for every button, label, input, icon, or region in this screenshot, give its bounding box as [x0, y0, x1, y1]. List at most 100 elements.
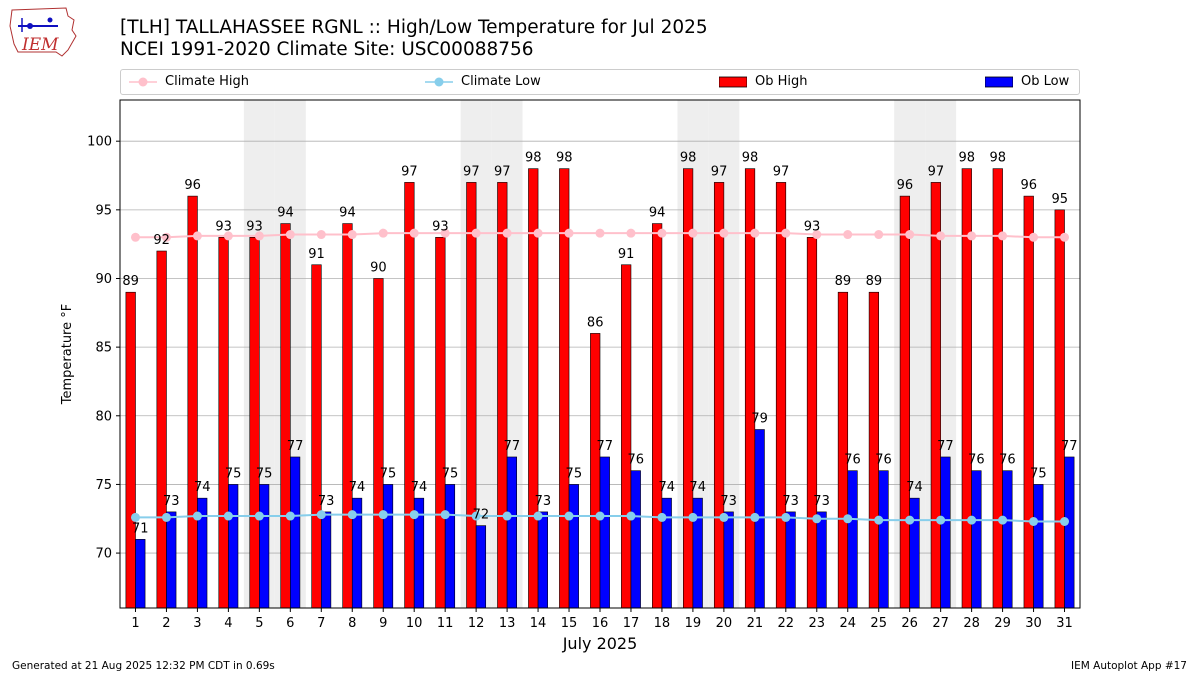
x-tick-label: 13 — [499, 616, 516, 631]
ob-high-label: 96 — [1020, 178, 1037, 193]
ob-high-label: 98 — [959, 151, 976, 166]
ob-low-bar — [228, 484, 239, 609]
ob-low-bar — [166, 511, 177, 609]
climate-low-point — [502, 511, 512, 521]
x-tick-label: 11 — [437, 616, 454, 631]
x-tick-label: 8 — [348, 616, 356, 631]
ob-low-bar — [382, 484, 394, 609]
y-tick-label: 75 — [95, 478, 112, 493]
ob-low-bar — [723, 511, 734, 609]
ob-low-bar — [630, 470, 641, 609]
climate-high-point — [812, 230, 822, 240]
ob-low-bar — [909, 497, 920, 609]
y-tick-label: 70 — [95, 547, 112, 562]
x-tick-label: 1 — [131, 616, 139, 631]
ob-high-label: 90 — [370, 260, 387, 275]
climate-high-point — [657, 228, 667, 238]
x-tick-label: 20 — [716, 616, 733, 631]
title-line-2: NCEI 1991-2020 Climate Site: USC00088756 — [120, 39, 534, 60]
ob-low-bar — [1033, 484, 1044, 609]
ob-high-bar — [373, 278, 384, 609]
iem-logo: IEM — [8, 6, 80, 58]
x-tick-label: 21 — [747, 616, 764, 631]
climate-low-point — [936, 515, 946, 525]
ob-high-label: 93 — [804, 219, 821, 234]
legend-item-climate-low: Climate Low — [425, 74, 541, 89]
ob-low-label: 74 — [194, 480, 211, 495]
climate-high-point — [285, 230, 295, 240]
ob-low-bar — [847, 470, 858, 609]
ob-high-label: 96 — [897, 178, 914, 193]
climate-low-point — [688, 512, 698, 522]
climate-high-point — [1060, 232, 1070, 242]
climate-low-point — [285, 511, 295, 521]
climate-low-point — [595, 511, 605, 521]
ob-low-bar — [444, 484, 456, 609]
x-tick-label: 26 — [901, 616, 918, 631]
ob-high-label: 97 — [401, 164, 418, 179]
ob-low-bar — [537, 511, 548, 609]
ob-low-bar — [506, 456, 517, 609]
legend-label-climate-low: Climate Low — [461, 74, 541, 89]
climate-low-point — [657, 512, 667, 522]
ob-low-label: 73 — [782, 494, 799, 509]
y-tick-label: 85 — [95, 341, 112, 356]
x-tick-label: 10 — [406, 616, 423, 631]
chart-title: [TLH] TALLAHASSEE RGNL :: High/Low Tempe… — [120, 17, 708, 61]
ob-high-label: 94 — [649, 206, 666, 221]
ob-high-label: 97 — [711, 164, 728, 179]
legend: Climate High Climate Low Ob High Ob Low — [120, 69, 1080, 95]
ob-high-label: 96 — [184, 178, 201, 193]
ob-low-bar — [135, 539, 146, 609]
climate-low-point — [564, 511, 574, 521]
ob-high-bar — [280, 223, 291, 609]
x-tick-label: 9 — [379, 616, 387, 631]
climate-low-point — [1029, 517, 1039, 527]
climate-low-point — [1060, 517, 1070, 527]
app-label: IEM Autoplot App #17 — [1071, 660, 1187, 672]
ob-high-label: 94 — [339, 206, 356, 221]
x-tick-label: 15 — [561, 616, 578, 631]
climate-low-point — [440, 510, 450, 520]
x-tick-label: 18 — [654, 616, 671, 631]
x-tick-label: 19 — [685, 616, 702, 631]
climate-high-point — [750, 228, 760, 238]
x-tick-label: 16 — [592, 616, 609, 631]
x-tick-label: 2 — [162, 616, 170, 631]
legend-label-ob-high: Ob High — [755, 74, 808, 89]
ob-high-bar — [621, 264, 632, 609]
climate-high-point — [409, 228, 419, 238]
climate-low-point — [347, 510, 357, 520]
ob-low-label: 73 — [720, 494, 737, 509]
x-tick-label: 23 — [809, 616, 826, 631]
climate-high-point — [1029, 232, 1039, 242]
climate-low-point — [843, 514, 853, 524]
ob-high-label: 98 — [742, 151, 759, 166]
climate-low-point — [781, 512, 791, 522]
ob-low-label: 77 — [287, 439, 304, 454]
climate-low-point — [130, 512, 140, 522]
ob-low-bar — [568, 484, 579, 609]
climate-low-point — [378, 510, 388, 520]
climate-low-point — [254, 511, 264, 521]
ob-low-label: 76 — [999, 453, 1016, 468]
climate-high-point — [936, 231, 946, 241]
ob-low-label: 74 — [906, 480, 923, 495]
ob-low-label: 73 — [318, 494, 335, 509]
ob-low-label: 73 — [535, 494, 552, 509]
climate-low-point — [998, 515, 1008, 525]
legend-item-climate-high: Climate High — [129, 74, 249, 89]
ob-low-bar — [940, 456, 951, 609]
climate-low-point — [192, 511, 202, 521]
ob-high-label: 94 — [277, 206, 294, 221]
legend-item-ob-high: Ob High — [719, 74, 808, 89]
ob-low-label: 76 — [627, 453, 644, 468]
x-tick-label: 31 — [1056, 616, 1073, 631]
ob-high-label: 93 — [215, 219, 232, 234]
ob-low-bar — [1064, 456, 1075, 609]
ob-high-label: 97 — [928, 164, 945, 179]
ob-low-label: 73 — [813, 494, 830, 509]
climate-high-point — [843, 230, 853, 240]
climate-low-point — [967, 515, 977, 525]
ob-low-label: 77 — [597, 439, 614, 454]
